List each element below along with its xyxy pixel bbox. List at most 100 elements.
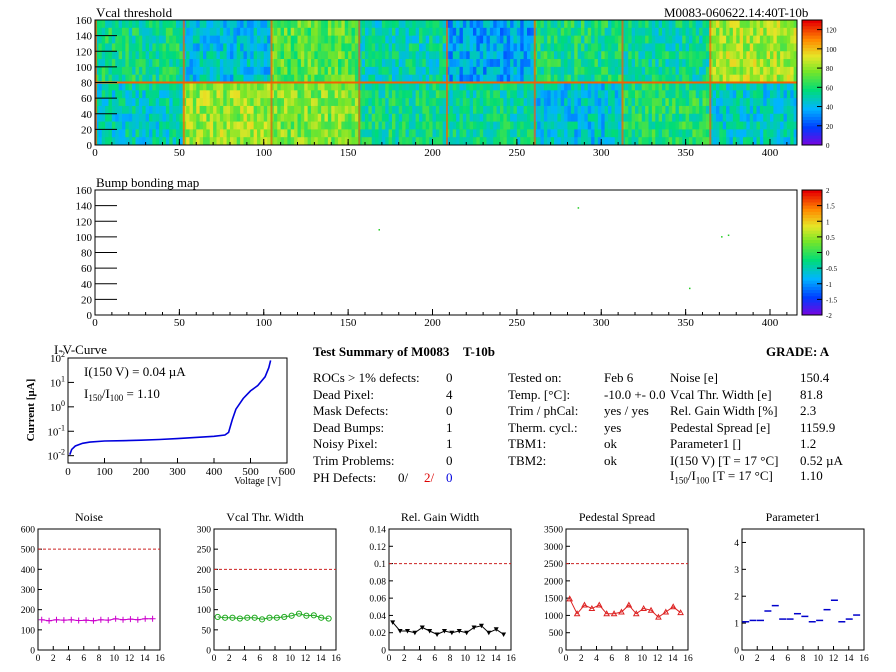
map-cell: [149, 27, 153, 37]
mini-point: [288, 612, 295, 619]
ratio-sub-b: 100: [695, 475, 710, 486]
map-cell: [577, 27, 582, 37]
map-cell: [304, 74, 309, 83]
map-cell: [557, 51, 562, 60]
map-cell: [719, 121, 724, 130]
map-cell: [793, 121, 798, 130]
map-cell: [375, 137, 379, 146]
map-cell: [510, 74, 514, 83]
map-cell: [638, 66, 643, 76]
map-cell: [365, 59, 369, 68]
map-cell: [692, 129, 697, 138]
map-cell: [651, 98, 656, 107]
map-cell: [101, 43, 106, 52]
map-cell: [712, 66, 717, 76]
map-cell: [375, 20, 379, 29]
map-cell: [277, 20, 282, 29]
map-cell: [324, 51, 329, 60]
map-cell: [348, 82, 352, 91]
map-cell: [483, 20, 487, 29]
map-cell: [695, 59, 700, 68]
map-cell: [702, 121, 707, 130]
map-cell: [655, 129, 660, 138]
map-cell: [462, 82, 467, 91]
map-cell: [115, 43, 120, 52]
map-cell: [584, 129, 589, 138]
colorbar-tick-label: -1.5: [826, 296, 838, 304]
map-cell: [429, 51, 433, 60]
map-cell: [466, 82, 471, 91]
map-cell: [479, 27, 484, 37]
map-cell: [662, 113, 666, 122]
map-cell: [672, 74, 676, 83]
map-cell: [149, 105, 153, 115]
map-cell: [631, 27, 636, 37]
map-cell: [98, 137, 103, 146]
map-cell: [405, 51, 410, 60]
map-cell: [716, 74, 720, 83]
colorbar-cell: [802, 277, 822, 282]
map-cell: [699, 113, 703, 122]
map-cell: [611, 82, 616, 91]
map-cell: [719, 66, 724, 76]
map-cell: [759, 59, 764, 68]
map-cell: [192, 105, 197, 115]
map-cell: [260, 105, 265, 115]
x-tick-label: 200: [424, 147, 441, 159]
map-cell: [635, 59, 639, 68]
map-cell: [145, 20, 150, 29]
map-cell: [152, 74, 157, 83]
map-cell: [209, 121, 214, 130]
map-cell: [253, 105, 258, 115]
map-cell: [736, 43, 741, 52]
map-cell: [290, 113, 295, 122]
map-cell: [111, 20, 116, 29]
map-cell: [277, 51, 282, 60]
map-cell: [317, 121, 322, 130]
map-cell: [537, 51, 541, 60]
map-cell: [108, 74, 113, 83]
map-cell: [614, 27, 619, 37]
map-cell: [732, 66, 737, 76]
map-cell: [638, 129, 643, 138]
map-cell: [142, 66, 147, 76]
map-cell: [726, 98, 730, 107]
map-cell: [489, 98, 494, 107]
map-cell: [179, 51, 184, 60]
map-cell: [716, 59, 720, 68]
map-cell: [611, 20, 616, 29]
map-cell: [564, 121, 568, 130]
map-cell: [645, 105, 649, 115]
map-cell: [354, 59, 359, 68]
colorbar-cell: [802, 224, 822, 229]
mini-y-tick-label: 300: [21, 586, 36, 596]
colorbar-tick-label: 60: [826, 84, 834, 92]
map-cell: [557, 74, 562, 83]
map-cell: [132, 35, 136, 44]
map-cell: [331, 129, 336, 138]
colorbar-tick-label: 120: [826, 27, 837, 35]
map-cell: [351, 113, 356, 122]
map-cell: [206, 129, 211, 138]
map-cell: [365, 105, 369, 115]
map-cell: [375, 59, 379, 68]
map-cell: [648, 98, 653, 107]
map-cell: [547, 129, 552, 138]
map-cell: [591, 129, 595, 138]
map-cell: [307, 51, 312, 60]
mini-x-tick-label: 4: [66, 654, 71, 664]
map-cell: [682, 121, 687, 130]
map-cell: [645, 51, 649, 60]
map-cell: [513, 129, 518, 138]
map-cell: [111, 113, 116, 122]
map-cell: [780, 129, 784, 138]
map-cell: [543, 51, 548, 60]
map-cell: [662, 27, 666, 37]
map-cell: [689, 74, 693, 83]
map-cell: [311, 59, 315, 68]
map-cell: [749, 121, 754, 130]
mini-y-tick-label: 0: [206, 647, 211, 657]
map-cell: [523, 20, 528, 29]
colorbar-cell: [802, 126, 822, 130]
